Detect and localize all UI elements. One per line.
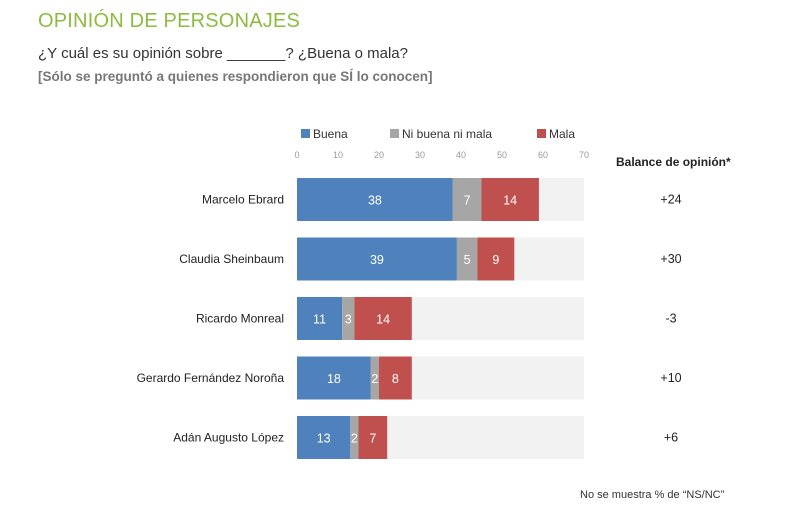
legend-swatch-1 xyxy=(390,129,399,138)
bar-2-series-0 xyxy=(297,297,343,340)
x-tick-label-2: 20 xyxy=(374,150,384,160)
bar-3-series-2 xyxy=(379,356,412,400)
data-label-2-2: 14 xyxy=(376,313,390,327)
footnote: No se muestra % de “NS/NC” xyxy=(580,489,725,501)
bar-0-series-2 xyxy=(481,178,539,221)
category-label-1: Claudia Sheinbaum xyxy=(179,252,284,266)
page-title: OPINIÓN DE PERSONAJES xyxy=(38,10,301,32)
category-label-4: Adán Augusto López xyxy=(173,431,284,445)
data-label-1-2: 9 xyxy=(492,253,499,267)
x-tick-label-4: 40 xyxy=(456,150,466,160)
data-label-3-0: 18 xyxy=(327,372,341,386)
data-label-1-1: 5 xyxy=(464,253,471,267)
data-label-0-2: 14 xyxy=(503,194,517,208)
legend-swatch-0 xyxy=(301,129,310,138)
data-label-3-2: 8 xyxy=(392,372,399,386)
x-tick-label-6: 60 xyxy=(538,150,548,160)
data-label-0-1: 7 xyxy=(464,194,471,208)
bar-3-series-1 xyxy=(370,356,379,400)
bar-4-series-1 xyxy=(350,416,359,459)
legend-label-0: Buena xyxy=(313,127,348,141)
x-tick-label-3: 30 xyxy=(415,150,425,160)
bar-0-series-1 xyxy=(452,178,482,221)
data-label-2-1: 3 xyxy=(345,313,352,327)
balance-value-2: -3 xyxy=(665,312,676,326)
data-label-1-0: 39 xyxy=(370,253,384,267)
bar-4-series-0 xyxy=(297,416,351,459)
balance-value-0: +24 xyxy=(660,193,681,207)
survey-note: [Sólo se preguntó a quienes respondieron… xyxy=(38,69,433,84)
bar-1-series-1 xyxy=(456,237,478,281)
category-label-2: Ricardo Monreal xyxy=(196,312,284,326)
bar-3-series-0 xyxy=(297,356,371,400)
data-label-2-0: 11 xyxy=(313,313,326,327)
balance-column-header: Balance de opinión* xyxy=(616,155,731,169)
balance-value-1: +30 xyxy=(660,252,681,266)
data-label-0-0: 38 xyxy=(368,194,382,208)
bar-0-series-0 xyxy=(297,178,453,221)
data-label-4-2: 7 xyxy=(369,432,376,446)
data-label-4-0: 13 xyxy=(317,432,331,446)
x-tick-label-5: 50 xyxy=(497,150,507,160)
survey-question: ¿Y cuál es su opinión sobre _______? ¿Bu… xyxy=(38,45,408,62)
legend-label-1: Ni buena ni mala xyxy=(402,127,492,141)
category-label-3: Gerardo Fernández Noroña xyxy=(137,371,285,385)
x-tick-label-0: 0 xyxy=(294,150,299,160)
category-label-0: Marcelo Ebrard xyxy=(202,193,284,207)
legend-swatch-2 xyxy=(537,129,546,138)
x-tick-label-7: 70 xyxy=(579,150,589,160)
data-label-4-1: 2 xyxy=(351,432,358,446)
x-tick-label-1: 10 xyxy=(333,150,343,160)
bar-2-series-2 xyxy=(354,297,412,340)
legend-label-2: Mala xyxy=(549,127,575,141)
data-label-3-1: 2 xyxy=(371,372,378,386)
bar-2-series-1 xyxy=(342,297,355,340)
balance-value-4: +6 xyxy=(664,431,678,445)
bar-1-series-0 xyxy=(297,237,457,281)
balance-value-3: +10 xyxy=(660,371,681,385)
bar-1-series-2 xyxy=(477,237,515,281)
bar-4-series-2 xyxy=(358,416,388,459)
